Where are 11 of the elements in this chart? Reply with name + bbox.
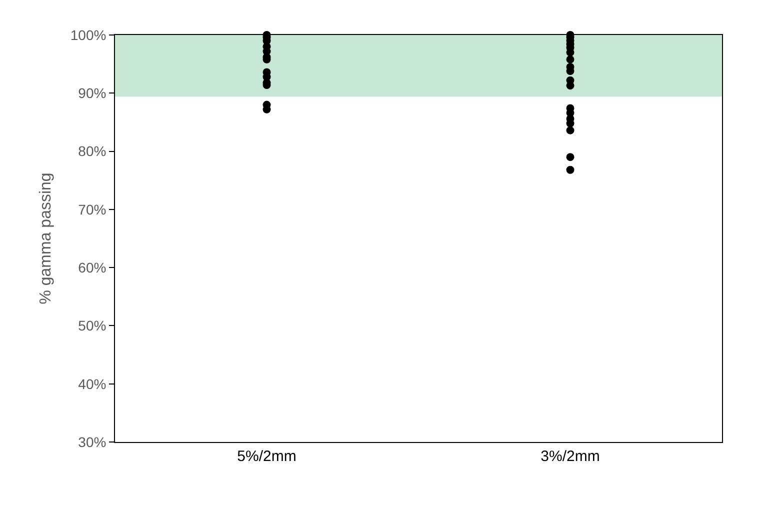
y-tick-label: 100% [70, 26, 106, 43]
y-tick-label: 70% [78, 201, 106, 218]
x-tick-label: 5%/2mm [237, 448, 296, 465]
y-tick-label: 40% [78, 376, 106, 392]
x-tick-label: 3%/2mm [540, 448, 600, 465]
y-tick-label: 30% [78, 434, 106, 450]
y-tick-label: 60% [78, 259, 106, 276]
y-tick-label: 50% [78, 318, 106, 334]
y-tick-label: 80% [78, 143, 106, 160]
y-axis-title: % gamma passing [37, 172, 54, 304]
y-tick-label: 90% [78, 85, 106, 102]
